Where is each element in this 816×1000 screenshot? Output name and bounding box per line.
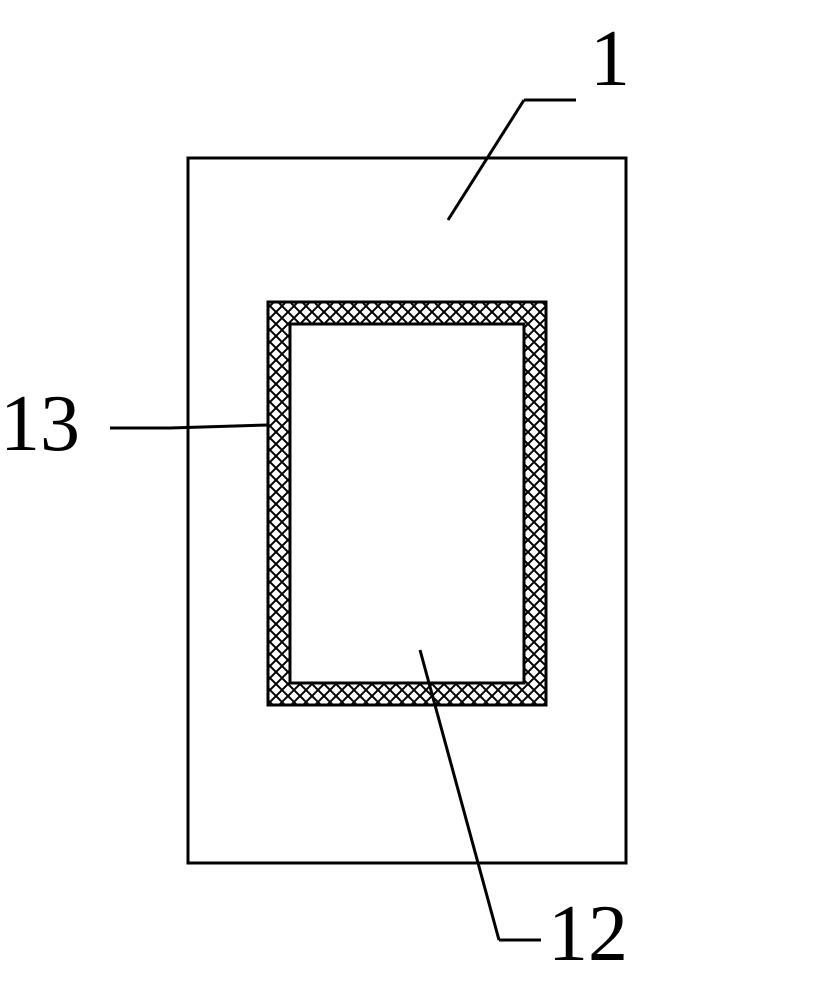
label-12: 12 bbox=[548, 890, 628, 978]
label-13: 13 bbox=[0, 380, 80, 468]
label-1: 1 bbox=[590, 15, 630, 103]
crosshatch-band bbox=[268, 302, 546, 705]
leader-segment bbox=[170, 425, 268, 428]
leader-segment bbox=[448, 100, 524, 220]
diagram-canvas: 1 13 12 bbox=[0, 0, 816, 1000]
